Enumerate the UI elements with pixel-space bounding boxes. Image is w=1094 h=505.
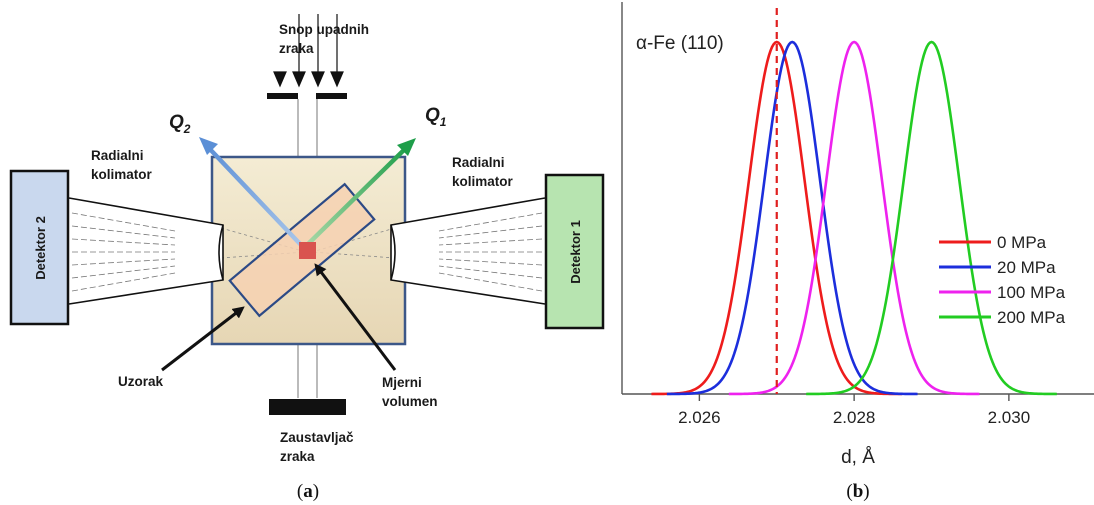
panel-b-chart: 2.026 2.028 2.030 α-Fe (110) 0 MPa 20 MPa 10…	[621, 2, 1094, 502]
beam-label: Snop upadnih zraka	[279, 22, 373, 56]
x-tick-label: 2.030	[988, 408, 1031, 427]
sample-pointer	[161, 306, 245, 372]
collimator-left-line2: kolimator	[91, 167, 153, 182]
detector-right	[544, 173, 605, 330]
volume-label: Mjerni volumen	[382, 375, 438, 409]
x-tick-label: 2.028	[833, 408, 876, 427]
x-ticks: 2.026 2.028 2.030	[678, 394, 1030, 427]
q2-letter: Q	[169, 112, 184, 133]
q2-arrowhead	[199, 137, 218, 155]
legend-label: 0 MPa	[997, 233, 1047, 252]
stopper-label-line2: zraka	[280, 449, 315, 464]
q1-arrowhead	[397, 138, 416, 156]
chart-title: α-Fe (110)	[636, 33, 724, 54]
caption-a-letter: a	[303, 481, 313, 502]
detector-left	[9, 169, 70, 326]
collimator-right-label: Radialni kolimator	[452, 155, 514, 189]
collimator-right	[390, 197, 546, 305]
stopper-label: Zaustavljač zraka	[280, 430, 357, 464]
series-line-200-mpa	[806, 40, 1057, 396]
q2-label: Q2	[169, 112, 191, 136]
series-line-100-mpa	[728, 40, 980, 396]
volume-label-line1: Mjerni	[382, 375, 422, 390]
sample-label: Uzorak	[118, 374, 164, 389]
q1-subscript: 1	[440, 115, 447, 129]
beam-label-line1: Snop upadnih	[279, 22, 369, 37]
collimator-left-label: Radialni kolimator	[91, 148, 153, 182]
series-layer	[651, 40, 1057, 396]
series-line-0-mpa	[651, 40, 903, 396]
legend-label: 200 MPa	[997, 308, 1066, 327]
caption-b-letter: b	[853, 481, 864, 502]
collimator-left-line1: Radialni	[91, 148, 144, 163]
gauge-volume	[299, 242, 316, 259]
beam-label-line2: zraka	[279, 41, 314, 56]
x-axis-title: d, Å	[841, 447, 875, 468]
detector-right-label: Detektor 1	[568, 220, 583, 284]
collimator-right-line1: Radialni	[452, 155, 505, 170]
q2-subscript: 2	[183, 122, 191, 136]
q1-letter: Q	[425, 105, 440, 126]
legend: 0 MPa 20 MPa 100 MPa 200 MPa	[939, 233, 1066, 327]
collimator-right-line2: kolimator	[452, 174, 514, 189]
panel-a-diagram: Snop upadnih zraka	[9, 14, 605, 502]
caption-b: (b)	[846, 481, 869, 502]
x-tick-label: 2.026	[678, 408, 721, 427]
stopper-label-line1: Zaustavljač	[280, 430, 354, 445]
q2-arrow	[204, 143, 304, 248]
caption-a: (a)	[297, 481, 319, 502]
entrance-slit-left	[267, 93, 298, 99]
collimator-left	[68, 197, 224, 305]
q1-label: Q1	[425, 105, 447, 129]
q1-arrow	[304, 144, 410, 248]
beam-stopper	[269, 399, 346, 415]
series-line-20-mpa	[666, 40, 918, 396]
entrance-slit-right	[316, 93, 347, 99]
legend-label: 100 MPa	[997, 283, 1066, 302]
legend-label: 20 MPa	[997, 258, 1056, 277]
detector-left-label: Detektor 2	[33, 216, 48, 280]
incoming-beam	[273, 14, 344, 88]
volume-label-line2: volumen	[382, 394, 438, 409]
volume-pointer	[314, 263, 397, 371]
